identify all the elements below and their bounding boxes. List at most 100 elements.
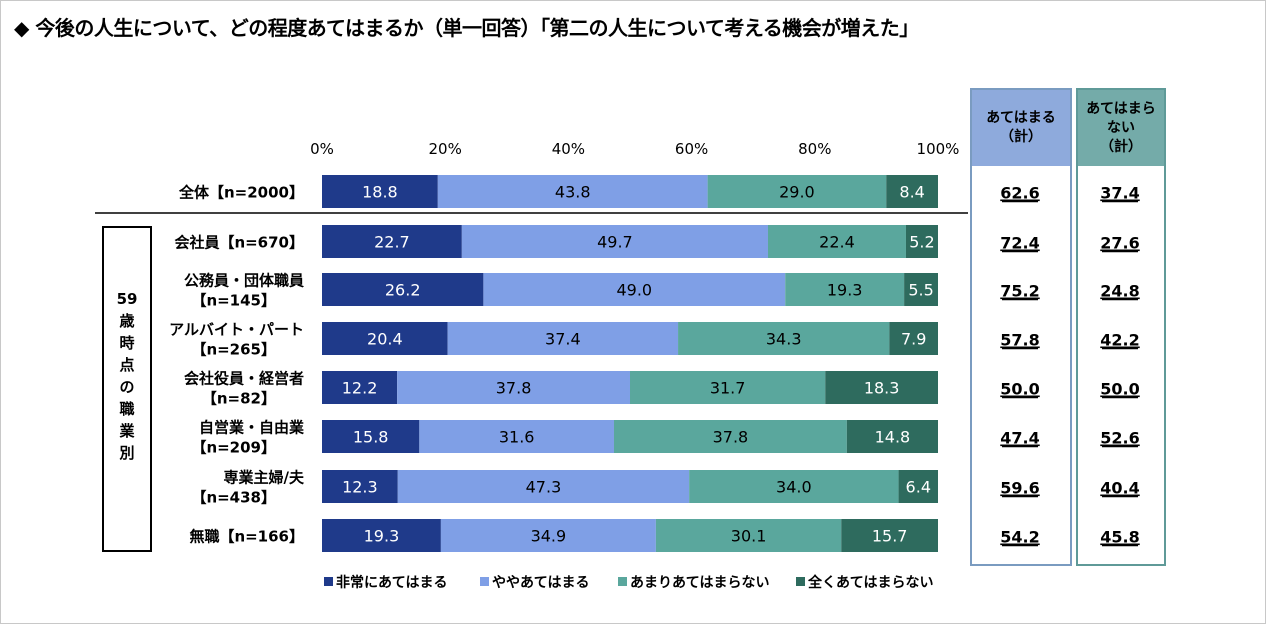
bar-value-label: 34.0 xyxy=(776,478,812,497)
legend-swatch xyxy=(618,577,627,586)
bar-segment xyxy=(904,273,938,306)
legend-swatch xyxy=(480,577,489,586)
bar-segment xyxy=(437,175,708,208)
bar-segment xyxy=(322,470,398,503)
bar-value-label: 43.8 xyxy=(555,183,591,202)
bar-value-label: 37.8 xyxy=(496,379,532,398)
bar-value-label: 29.0 xyxy=(779,183,815,202)
bar-segment xyxy=(322,371,398,404)
bar-value-label: 30.1 xyxy=(731,527,767,546)
bar-segment xyxy=(397,371,630,404)
bar-segment xyxy=(322,273,484,306)
bar-value-label: 6.4 xyxy=(906,478,931,497)
bar-value-label: 18.8 xyxy=(362,183,398,202)
summary-applies-header-line: あてはまる xyxy=(986,110,1056,126)
summary-not-applies-header-line: （計） xyxy=(1100,138,1142,155)
group-label-char: 別 xyxy=(119,444,135,462)
bar-segment xyxy=(707,175,887,208)
summary-applies-value: 50.0 xyxy=(1000,380,1039,399)
summary-applies-value: 72.4 xyxy=(1000,234,1039,253)
legend-label: 全くあてはまらない xyxy=(807,574,933,591)
summary-applies-value: 75.2 xyxy=(1000,282,1039,301)
group-label-char: 時 xyxy=(119,334,135,352)
bar-value-label: 37.4 xyxy=(545,330,581,349)
category-label: 会社役員・経営者 xyxy=(184,370,304,388)
summary-not-applies-header-line: あてはまら xyxy=(1086,100,1156,117)
group-label-char: 点 xyxy=(119,356,135,374)
bar-segment xyxy=(483,273,786,306)
summary-not-applies-value: 37.4 xyxy=(1100,184,1139,203)
bar-segment xyxy=(322,420,420,453)
summary-not-applies-value: 24.8 xyxy=(1100,282,1139,301)
legend-label: ややあてはまる xyxy=(492,575,589,591)
bar-segment xyxy=(841,519,938,552)
category-label: 【n=265】 xyxy=(191,341,276,359)
category-label: 無職【n=166】 xyxy=(189,528,304,546)
summary-applies-value: 57.8 xyxy=(1000,331,1039,350)
bar-value-label: 20.4 xyxy=(367,330,403,349)
bar-value-label: 49.0 xyxy=(616,281,652,300)
bar-value-label: 31.6 xyxy=(499,428,535,447)
legend-label: 非常にあてはまる xyxy=(336,574,447,591)
bar-segment xyxy=(825,371,938,404)
bar-value-label: 12.3 xyxy=(342,478,378,497)
summary-applies-value: 62.6 xyxy=(1000,184,1039,203)
summary-applies-value: 59.6 xyxy=(1000,479,1039,498)
bar-value-label: 37.8 xyxy=(713,428,749,447)
bar-value-label: 49.7 xyxy=(597,233,633,252)
summary-not-applies-value: 42.2 xyxy=(1100,331,1139,350)
category-label: 【n=438】 xyxy=(191,489,276,507)
x-tick-label: 40% xyxy=(552,140,585,158)
x-tick-label: 0% xyxy=(310,140,334,158)
summary-not-applies-value: 40.4 xyxy=(1100,479,1139,498)
bar-value-label: 22.7 xyxy=(374,233,410,252)
bar-segment xyxy=(322,225,462,258)
group-label-char: 59 xyxy=(116,290,138,308)
bar-segment xyxy=(447,322,679,355)
category-label: 【n=209】 xyxy=(191,439,276,457)
summary-applies-header-line: （計） xyxy=(1000,129,1042,145)
bar-segment xyxy=(322,519,441,552)
bar-segment xyxy=(886,175,938,208)
summary-not-applies-value: 52.6 xyxy=(1100,429,1139,448)
bar-value-label: 34.9 xyxy=(531,527,567,546)
category-label: 【n=82】 xyxy=(202,390,276,408)
bar-segment xyxy=(613,420,847,453)
group-label-char: の xyxy=(119,378,135,396)
bar-segment xyxy=(322,322,448,355)
bar-value-label: 7.9 xyxy=(901,330,926,349)
bar-segment xyxy=(905,225,938,258)
group-label-char: 歳 xyxy=(119,312,135,330)
summary-not-applies-header-line: ない xyxy=(1107,119,1135,136)
category-label: 会社員【n=670】 xyxy=(174,234,304,252)
bar-segment xyxy=(419,420,614,453)
group-label-char: 業 xyxy=(119,422,135,440)
summary-not-applies-value: 27.6 xyxy=(1100,234,1139,253)
bar-segment xyxy=(846,420,938,453)
category-label: 自営業・自由業 xyxy=(199,419,305,437)
bar-segment xyxy=(630,371,826,404)
chart-title: ◆ 今後の人生について、どの程度あてはまるか（単一回答）「第二の人生について考え… xyxy=(14,16,919,40)
category-label: 公務員・団体職員 xyxy=(184,272,304,290)
legend-swatch xyxy=(796,577,805,586)
bar-value-label: 47.3 xyxy=(526,478,562,497)
bar-value-label: 5.5 xyxy=(908,281,933,300)
bar-segment xyxy=(655,519,842,552)
legend-label: あまりあてはまらない xyxy=(630,575,769,591)
bar-segment xyxy=(322,175,438,208)
bar-segment xyxy=(689,470,899,503)
bar-value-label: 15.7 xyxy=(872,527,908,546)
x-tick-label: 60% xyxy=(675,140,708,158)
occupation-group-box: 59 歳 時 点 の 職 業 別 xyxy=(102,226,152,552)
legend-swatch xyxy=(324,577,333,586)
summary-not-applies-column: あてはまら ない （計） xyxy=(1076,88,1166,566)
group-label-char: 職 xyxy=(119,400,135,418)
bar-value-label: 19.3 xyxy=(827,281,863,300)
summary-applies-value: 54.2 xyxy=(1000,528,1039,547)
bar-value-label: 12.2 xyxy=(342,379,378,398)
bar-segment xyxy=(440,519,656,552)
category-label: 【n=145】 xyxy=(191,292,276,310)
bar-value-label: 34.3 xyxy=(766,330,802,349)
bar-value-label: 15.8 xyxy=(353,428,389,447)
